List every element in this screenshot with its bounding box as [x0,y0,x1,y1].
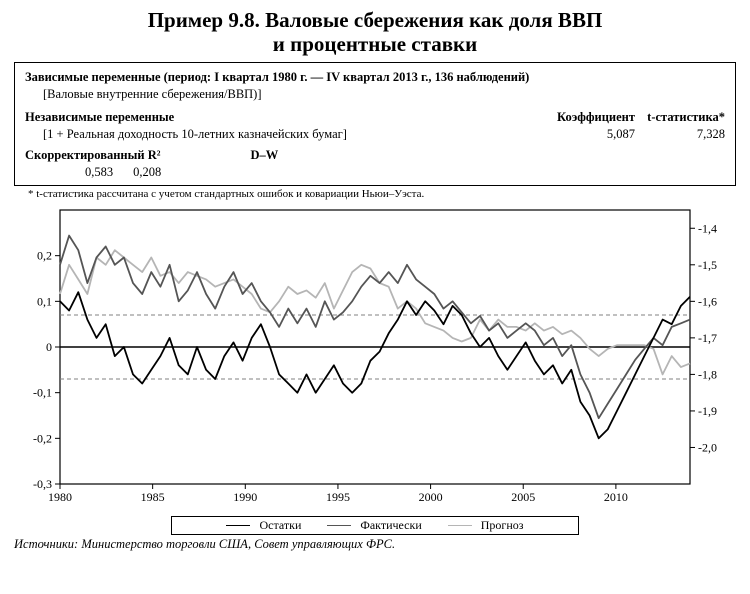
independent-label: Независимые переменные [25,109,545,126]
svg-text:-1,6: -1,6 [698,294,717,308]
svg-text:2010: 2010 [604,490,628,504]
legend-residuals: Остатки [226,518,301,533]
indep-value-row: [1 + Реальная доходность 10-летних казна… [25,126,725,143]
sources-text: Источники: Министерство торговли США, Со… [14,537,395,551]
tstat-header: t-статистика* [635,109,725,126]
figure-title: Пример 9.8. Валовые сбережения как доля … [14,8,736,56]
title-line-1: Пример 9.8. Валовые сбережения как доля … [14,8,736,32]
dependent-sub: [Валовые внутренние сбережения/ВВП)] [25,86,725,103]
svg-text:2005: 2005 [511,490,535,504]
svg-text:-0,2: -0,2 [33,431,52,445]
svg-text:-0,1: -0,1 [33,385,52,399]
svg-text:1995: 1995 [326,490,350,504]
svg-text:0: 0 [46,340,52,354]
legend-label-fitted: Прогноз [481,518,524,532]
legend: Остатки Фактически Прогноз [171,516,579,535]
svg-text:1980: 1980 [48,490,72,504]
legend-fitted: Прогноз [448,518,524,533]
r2-values-row: 0,583 0,208 [25,164,725,181]
svg-text:0,1: 0,1 [37,294,52,308]
svg-text:-1,7: -1,7 [698,330,717,344]
dw-label: D–W [250,148,278,162]
svg-text:-1,4: -1,4 [698,221,717,235]
dependent-label: Зависимые переменные (период: I квартал … [25,69,725,86]
svg-text:1990: 1990 [233,490,257,504]
svg-text:1985: 1985 [141,490,165,504]
legend-swatch-actual [327,525,351,526]
svg-text:-1,8: -1,8 [698,367,717,381]
legend-label-actual: Фактически [360,518,421,532]
legend-swatch-residuals [226,525,250,526]
sources: Источники: Министерство торговли США, Со… [14,537,736,552]
svg-text:-2,0: -2,0 [698,440,717,454]
svg-text:0,2: 0,2 [37,248,52,262]
svg-text:-0,3: -0,3 [33,477,52,491]
indep-header-row: Независимые переменные Коэффициент t-ста… [25,109,725,126]
svg-text:-1,9: -1,9 [698,403,717,417]
footnote: * t-статистика рассчитана с учетом станд… [28,188,736,200]
r2-row: Скорректированный R² D–W [25,147,725,164]
title-line-2: и процентные ставки [14,32,736,56]
svg-text:-1,5: -1,5 [698,257,717,271]
legend-swatch-fitted [448,525,472,526]
tstat-value: 7,328 [635,126,725,143]
independent-row: [1 + Реальная доходность 10-летних казна… [25,126,545,143]
regression-box: Зависимые переменные (период: I квартал … [14,62,736,185]
svg-text:2000: 2000 [419,490,443,504]
dw-value: 0,208 [133,164,161,181]
page: Пример 9.8. Валовые сбережения как доля … [0,0,750,594]
legend-label-residuals: Остатки [259,518,301,532]
r2-value: 0,583 [25,164,113,181]
legend-actual: Фактически [327,518,421,533]
coef-value: 5,087 [545,126,635,143]
r2-label: Скорректированный R² [25,148,160,162]
coef-header: Коэффициент [545,109,635,126]
chart: 1980 1985 1990 1995 2000 2005 2010 -0,3 -0,2 -0,1… [14,204,736,514]
chart-svg: 1980 1985 1990 1995 2000 2005 2010 -0,3 -0,2 -0,1… [14,204,736,504]
